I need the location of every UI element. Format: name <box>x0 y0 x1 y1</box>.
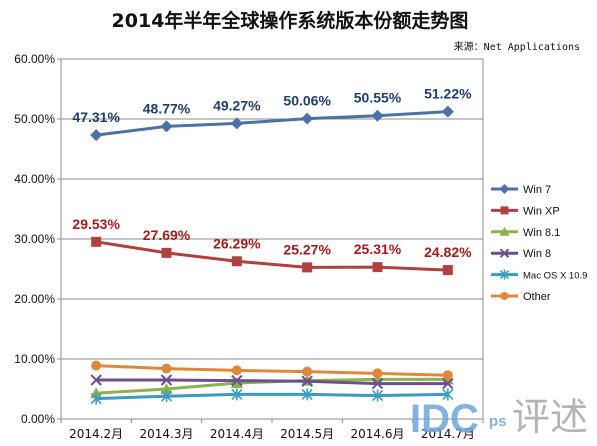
x-tick-label: 2014.6月 <box>351 427 405 441</box>
data-point <box>371 109 384 122</box>
data-point <box>442 265 453 276</box>
y-tick-label: 40.00% <box>14 172 55 186</box>
watermark-small: ps <box>489 413 507 430</box>
data-point <box>499 184 510 194</box>
data-label: 50.06% <box>283 93 331 109</box>
series-line <box>95 240 448 272</box>
data-point <box>499 269 510 280</box>
data-label: 25.27% <box>283 241 331 257</box>
y-tick-label: 0.00% <box>21 412 55 426</box>
data-point <box>372 368 383 379</box>
watermark-calligraphy: 评述 <box>512 395 588 439</box>
data-point <box>442 370 453 381</box>
data-point <box>499 248 510 258</box>
data-label: 29.53% <box>72 216 120 232</box>
data-point <box>301 388 313 401</box>
data-label: 48.77% <box>143 100 191 116</box>
data-label: 47.31% <box>72 109 120 125</box>
data-point <box>302 262 313 273</box>
x-tick-label: 2014.2月 <box>69 427 123 441</box>
legend-entry: Win 7 <box>523 184 551 196</box>
y-tick-label: 20.00% <box>14 292 55 306</box>
data-point <box>371 389 384 402</box>
data-label: 26.29% <box>213 235 261 251</box>
x-tick-label: 2014.7月 <box>421 427 475 441</box>
data-label: 50.55% <box>354 90 402 106</box>
chart-source: 来源：Net Applications <box>454 40 580 53</box>
x-tick-label: 2014.4月 <box>210 427 264 441</box>
y-axis-ticks: 0.00% 10.00% 20.00% 30.00% 40.00% 50.00% 60.00… <box>14 52 55 426</box>
x-axis-ticks: 2014.2月 2014.3月 2014.4月 2014.5月 2014.6月 2014.… <box>60 419 484 441</box>
data-point <box>500 206 509 215</box>
data-point <box>90 374 102 386</box>
legend: Win 7 Win XP Win 8.1 Win 8 Mac OS X 10.9 Othe… <box>491 184 587 303</box>
data-point <box>442 377 454 390</box>
data-point <box>499 226 510 236</box>
data-point <box>91 360 102 371</box>
data-point <box>442 388 454 401</box>
series-line <box>95 110 448 137</box>
y-tick-label: 10.00% <box>14 352 55 366</box>
data-point <box>231 256 242 267</box>
data-label: 24.82% <box>424 244 472 260</box>
data-point <box>301 375 313 387</box>
data-point <box>302 366 313 377</box>
y-tick-label: 50.00% <box>14 112 55 126</box>
data-point <box>500 292 509 300</box>
y-tick-label: 60.00% <box>14 52 55 66</box>
watermark-logo: IDC <box>410 397 479 441</box>
legend-entry: Mac OS X 10.9 <box>523 271 587 282</box>
data-labels: 47.31% 48.77% 49.27% 50.06% 50.55% 51.22% 29.5… <box>72 86 472 260</box>
series-line <box>96 378 448 386</box>
series-line <box>96 364 448 377</box>
data-point <box>160 383 173 394</box>
series-layer <box>90 105 454 405</box>
legend-entry: Win 8.1 <box>523 227 560 239</box>
data-point <box>90 129 103 142</box>
data-point <box>161 363 172 374</box>
legend-entry: Win 8 <box>523 248 551 260</box>
data-label: 27.69% <box>143 227 191 243</box>
grid-lines <box>57 58 483 420</box>
data-point <box>371 377 384 390</box>
series-line <box>96 392 448 401</box>
data-label: 25.31% <box>354 241 402 257</box>
data-point <box>161 247 172 258</box>
data-point <box>90 392 102 405</box>
chart-title: 2014年半年全球操作系统版本份额走势图 <box>112 9 469 32</box>
data-point <box>160 390 173 403</box>
x-tick-label: 2014.3月 <box>140 427 194 441</box>
data-point <box>231 365 242 376</box>
data-point <box>372 262 383 273</box>
data-point <box>231 374 243 387</box>
data-point <box>160 374 173 386</box>
idc-watermark: IDC ps 评述 <box>410 395 588 441</box>
data-point <box>231 388 243 401</box>
data-point <box>301 112 314 125</box>
legend-entry: Other <box>523 291 551 303</box>
data-label: 49.27% <box>213 97 261 113</box>
data-point <box>441 105 454 118</box>
y-tick-label: 30.00% <box>14 232 55 246</box>
data-point <box>91 236 102 247</box>
data-point <box>230 117 243 130</box>
data-point <box>160 120 173 133</box>
data-point <box>230 377 243 388</box>
data-label: 51.22% <box>424 86 472 102</box>
legend-entry: Win XP <box>523 205 560 217</box>
x-tick-label: 2014.5月 <box>280 427 334 441</box>
